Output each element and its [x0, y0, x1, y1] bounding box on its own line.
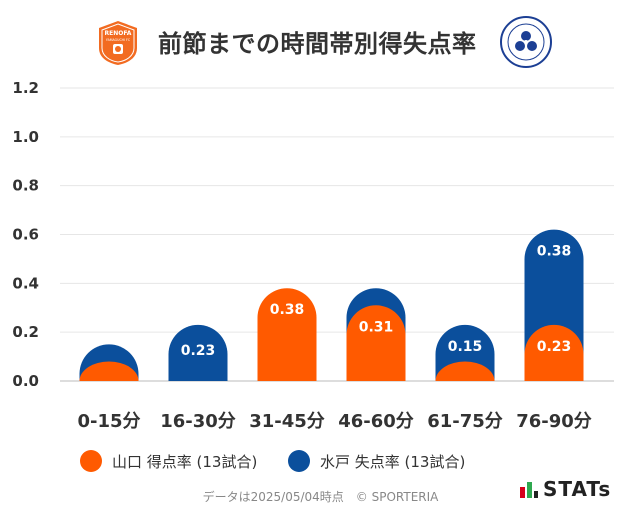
- renofa-logo-icon: RENOFA YAMAGUCHI FC: [99, 21, 137, 65]
- mito-hollyhock-logo-icon: [500, 16, 552, 68]
- data-label-mito: 0.15: [448, 339, 483, 355]
- stats-logo-icon: [520, 482, 538, 498]
- bar-pair: 0.38: [257, 288, 317, 381]
- x-tick-label: 31-45分: [249, 411, 325, 432]
- legend-swatch-yamaguchi: [80, 450, 102, 472]
- legend-label-yamaguchi: 山口 得点率 (13試合): [112, 452, 258, 471]
- data-label-yamaguchi: 0.31: [359, 319, 394, 335]
- x-tick-label: 46-60分: [338, 411, 414, 432]
- bar-yamaguchi: [79, 361, 139, 381]
- chart-header: RENOFA YAMAGUCHI FC 前節までの時間帯別得失点率: [0, 0, 641, 80]
- bar-group: 0.23 0.38 0.31 0.15 0.38 0.23: [79, 229, 584, 381]
- bar-mito: [168, 324, 228, 381]
- bar-yamaguchi: [257, 288, 317, 381]
- data-label-yamaguchi: 0.23: [537, 339, 572, 355]
- x-tick-label: 76-90分: [516, 411, 592, 432]
- footer-note: データは2025/05/04時点 © SPORTERIA: [202, 490, 439, 504]
- legend-swatch-mito: [288, 450, 310, 472]
- y-tick-label: 1.0: [12, 128, 39, 146]
- y-tick-label: 0.0: [12, 372, 39, 390]
- bar-pair: 0.31: [346, 288, 406, 381]
- bar-pair: [79, 344, 139, 381]
- x-tick-label: 16-30分: [160, 411, 236, 432]
- bar-pair: 0.38 0.23: [524, 229, 584, 381]
- x-axis-ticks: 0-15分 16-30分 31-45分 46-60分 61-75分 76-90分: [77, 411, 591, 432]
- stats-brand-text: STATs: [543, 477, 612, 501]
- legend-label-mito: 水戸 失点率 (13試合): [320, 452, 466, 471]
- bar-yamaguchi: [524, 324, 584, 381]
- bar-chart: 0.00.20.40.60.81.01.2 0.230.380.310.150.…: [12, 79, 614, 432]
- y-tick-label: 0.2: [12, 323, 39, 341]
- stats-brand: STATs: [519, 477, 612, 501]
- bar-pair: 0.23: [168, 324, 228, 381]
- y-tick-label: 0.4: [12, 274, 39, 292]
- data-label-mito: 0.38: [537, 244, 572, 260]
- bar-yamaguchi: [346, 305, 406, 381]
- y-tick-label: 1.2: [12, 79, 39, 97]
- data-label-mito: 0.23: [181, 343, 216, 359]
- renofa-logo-text: RENOFA: [105, 30, 132, 37]
- y-tick-label: 0.8: [12, 177, 39, 195]
- y-axis-ticks: 0.0 0.2 0.4 0.6 0.8 1.0 1.2: [12, 79, 39, 390]
- legend-item-mito: 水戸 失点率 (13試合): [288, 447, 465, 475]
- grid-lines: [60, 87, 614, 382]
- y-tick-label: 0.6: [12, 226, 39, 244]
- renofa-logo-subtext: YAMAGUCHI FC: [106, 38, 131, 42]
- legend-item-yamaguchi: 山口 得点率 (13試合): [80, 447, 257, 475]
- bar-pair: 0.15: [435, 324, 495, 381]
- bar-yamaguchi: [435, 361, 495, 381]
- x-tick-label: 0-15分: [77, 411, 140, 432]
- chart-title: 前節までの時間帯別得失点率: [158, 30, 477, 58]
- data-label-yamaguchi: 0.38: [270, 302, 305, 318]
- x-tick-label: 61-75分: [427, 411, 503, 432]
